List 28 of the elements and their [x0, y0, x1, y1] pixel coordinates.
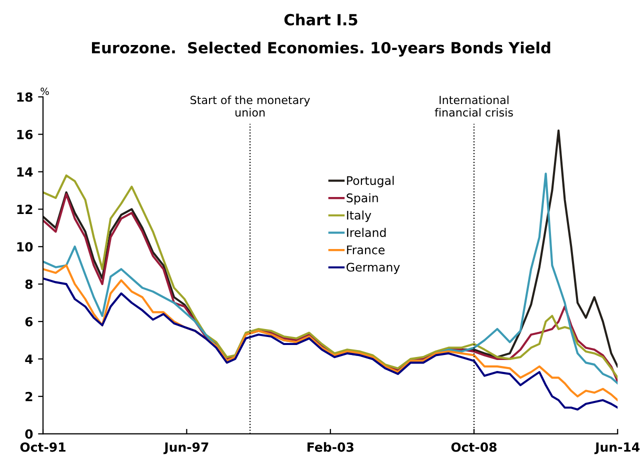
- legend-label: Spain: [346, 193, 378, 205]
- legend-label: Germany: [346, 262, 400, 274]
- legend-label: Ireland: [347, 228, 386, 238]
- y-tick-label: 10: [17, 242, 33, 252]
- y-tick-label: 18: [17, 92, 33, 102]
- y-tick-label: 16: [17, 130, 33, 140]
- y-tick-label: 14: [17, 167, 33, 177]
- chart-subtitle: Eurozone. Selected Economies. 10-years Bonds Yield: [92, 42, 550, 57]
- y-tick-label: 8: [25, 280, 33, 290]
- y-tick-label: 4: [25, 354, 33, 364]
- line-series: [43, 277, 618, 411]
- legend-label: Italy: [347, 210, 372, 222]
- line-series: [43, 264, 618, 402]
- x-tick-label: Oct-08: [451, 442, 497, 452]
- legend-label: Portugal: [347, 176, 394, 188]
- ref-line-label: Start of the monetary union: [190, 96, 310, 117]
- y-tick-label: 2: [26, 392, 32, 402]
- x-tick-label: Feb-03: [308, 442, 354, 452]
- y-axis-title: %: [40, 88, 49, 95]
- y-tick-label: 6: [25, 317, 33, 326]
- ref-line-label: International financial crisis: [434, 96, 513, 117]
- x-tick-label: Oct-91: [20, 442, 66, 452]
- chart-title: Chart I.5: [284, 14, 358, 26]
- y-tick-label: 12: [17, 204, 32, 214]
- legend-label: France: [347, 246, 385, 254]
- y-tick-label: 0: [25, 429, 33, 439]
- x-tick-label: Jun-97: [163, 442, 208, 454]
- x-tick-label: Jun-14: [594, 442, 640, 454]
